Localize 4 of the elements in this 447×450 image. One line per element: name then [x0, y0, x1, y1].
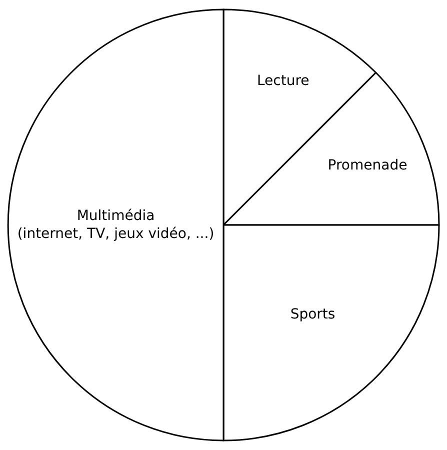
slice-label: Lecture [256, 73, 310, 90]
slice-label: Promenade [328, 157, 408, 174]
slice-label: Sports [290, 306, 336, 322]
slice-label: Multimédia (internet, TV, jeux vidéo, ...) [17, 208, 214, 242]
